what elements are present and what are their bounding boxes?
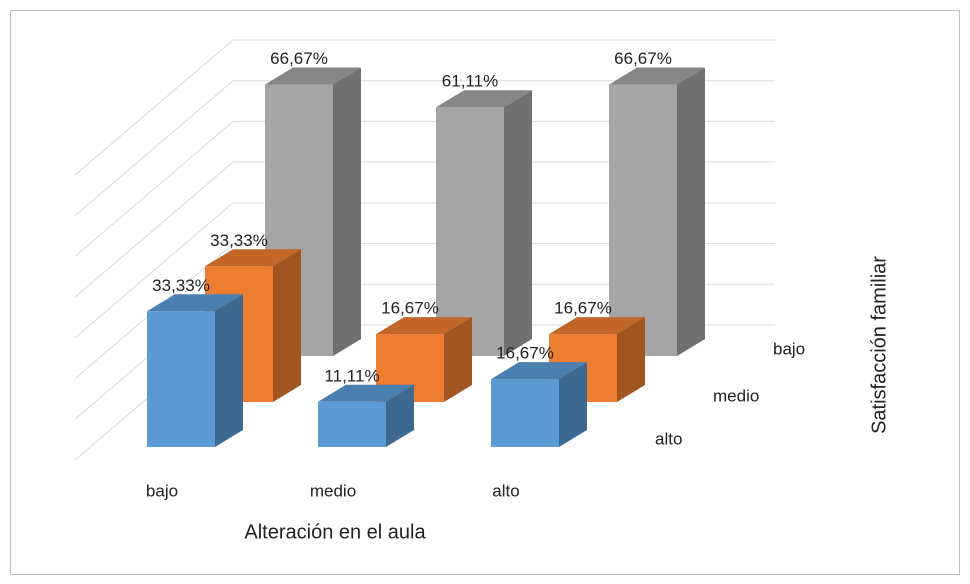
- bar-side: [559, 362, 587, 447]
- bar-side: [386, 384, 414, 447]
- depth-tick-label: bajo: [773, 339, 805, 358]
- data-label: 66,67%: [270, 49, 328, 68]
- data-label: 16,67%: [381, 299, 439, 318]
- depth-axis-title: Satisfacción familiar: [868, 256, 890, 434]
- bar-front: [491, 379, 559, 447]
- bar-top: [205, 249, 301, 267]
- x-tick-label: alto: [492, 481, 519, 500]
- bar-side: [617, 317, 645, 402]
- depth-tick-label: alto: [655, 429, 682, 448]
- bar-side: [215, 294, 243, 447]
- bars: [147, 67, 705, 447]
- data-label: 16,67%: [554, 299, 612, 318]
- bar-top: [265, 67, 361, 85]
- bar-side: [333, 67, 361, 356]
- x-axis-title: Alteración en el aula: [244, 521, 426, 543]
- bar-top: [491, 362, 587, 380]
- bar-top: [436, 90, 532, 108]
- data-label: 16,67%: [496, 344, 554, 363]
- bar-front: [436, 107, 504, 356]
- bar-front: [318, 401, 386, 447]
- grid-line: [74, 39, 775, 176]
- data-label: 11,11%: [324, 366, 379, 385]
- grid-line: [74, 80, 775, 217]
- grid-line: [74, 202, 775, 339]
- bar-top: [609, 67, 705, 85]
- bar-top: [147, 294, 243, 312]
- bar-front: [609, 84, 677, 356]
- data-label: 61,11%: [442, 72, 498, 91]
- data-label: 33,33%: [152, 276, 210, 295]
- grid-line: [74, 161, 775, 298]
- x-tick-label: medio: [310, 481, 356, 500]
- bar-side: [677, 67, 705, 356]
- bar-front: [147, 311, 215, 447]
- bar-top: [376, 317, 472, 335]
- data-label: 66,67%: [614, 49, 672, 68]
- grid-line: [74, 120, 775, 257]
- x-tick-label: bajo: [146, 481, 178, 500]
- depth-tick-label: medio: [713, 386, 759, 405]
- bar-side: [273, 249, 301, 402]
- bar-side: [444, 317, 472, 402]
- data-label: 33,33%: [210, 231, 268, 250]
- grid-line: [74, 243, 775, 379]
- bar-top: [549, 317, 645, 335]
- bar-side: [504, 90, 532, 356]
- bar-top: [318, 384, 414, 402]
